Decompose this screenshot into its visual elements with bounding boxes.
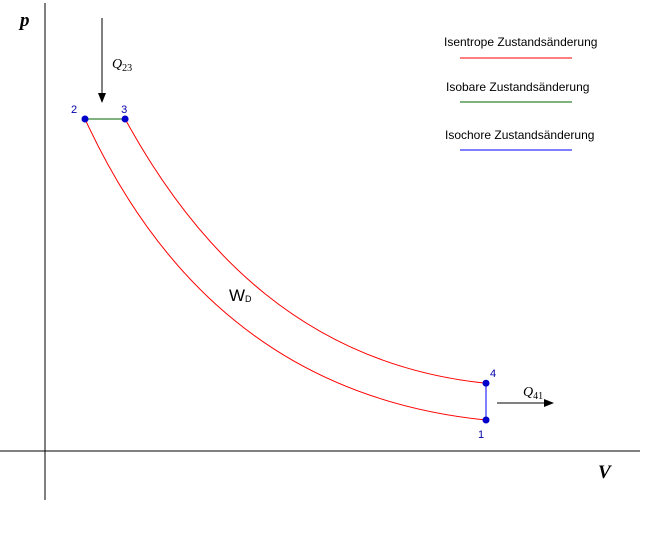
state-point-1 xyxy=(482,416,490,424)
state-point-2 xyxy=(81,115,89,123)
legend: Isentrope Zustandsänderung Isobare Zusta… xyxy=(444,35,597,151)
work-label: WD xyxy=(229,286,252,305)
legend-label-isochore: Isochore Zustandsänderung xyxy=(445,128,594,142)
isentrope-curve-3-4 xyxy=(124,118,487,384)
legend-label-isentrope: Isentrope Zustandsänderung xyxy=(444,35,597,49)
state-point-label-3: 3 xyxy=(121,104,127,116)
state-point-3 xyxy=(121,115,129,123)
state-point-4 xyxy=(482,379,490,387)
x-axis-label: V xyxy=(598,462,612,483)
legend-label-isobare: Isobare Zustandsänderung xyxy=(446,80,589,94)
state-point-label-1: 1 xyxy=(478,429,484,441)
state-point-label-4: 4 xyxy=(490,368,496,380)
heat-in-label: Q23 xyxy=(112,57,132,74)
heat-out-label: Q41 xyxy=(523,385,543,402)
isentrope-curve-1-2 xyxy=(84,118,487,421)
state-points: 1 2 3 4 xyxy=(71,104,496,441)
y-axis-label: p xyxy=(18,10,30,31)
state-point-label-2: 2 xyxy=(71,104,77,116)
